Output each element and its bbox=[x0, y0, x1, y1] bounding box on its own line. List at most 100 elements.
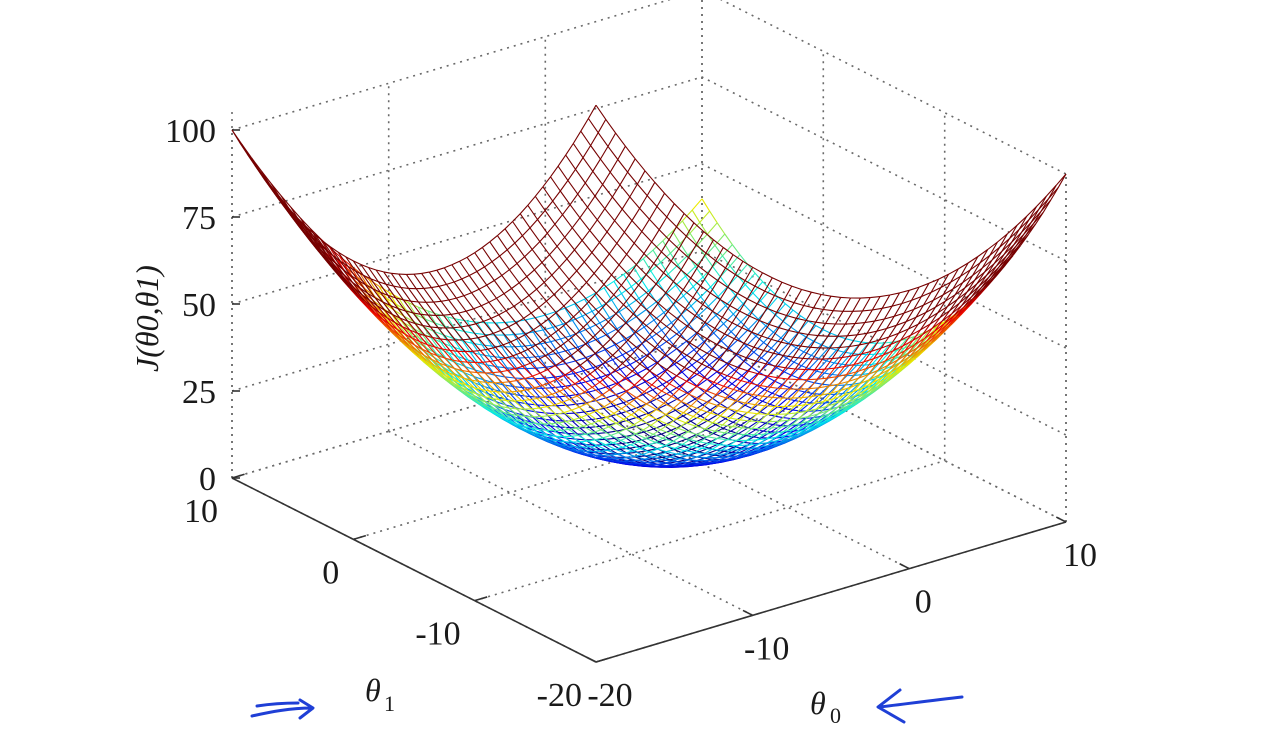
surface-mesh-segment bbox=[659, 369, 668, 378]
surface-mesh-segment bbox=[744, 394, 754, 404]
surface-mesh-segment bbox=[438, 283, 447, 287]
theta0-tick-label: -20 bbox=[587, 677, 632, 714]
surface-mesh-segment bbox=[715, 260, 726, 269]
surface-mesh-segment bbox=[609, 453, 618, 456]
surface-mesh-segment bbox=[618, 419, 629, 424]
surface-mesh-segment bbox=[749, 315, 760, 322]
surface-mesh-segment bbox=[922, 327, 933, 336]
surface-mesh-segment bbox=[695, 377, 705, 387]
surface-mesh-segment bbox=[631, 349, 641, 360]
surface-mesh-segment bbox=[700, 409, 711, 417]
surface-mesh-segment bbox=[665, 292, 676, 302]
surface-mesh-segment bbox=[812, 417, 821, 425]
surface-mesh-segment bbox=[558, 266, 570, 280]
surface-mesh-segment bbox=[730, 430, 739, 435]
surface-mesh-segment bbox=[583, 261, 595, 274]
surface-mesh-segment bbox=[442, 314, 454, 329]
surface-mesh-segment bbox=[825, 402, 836, 408]
grid-floor-theta0 bbox=[544, 383, 910, 570]
surface-mesh-segment bbox=[930, 287, 942, 293]
surface-mesh-segment bbox=[705, 252, 717, 262]
surface-mesh-segment bbox=[525, 409, 536, 413]
surface-mesh-segment bbox=[775, 431, 784, 438]
surface-mesh-segment bbox=[660, 391, 671, 398]
surface-mesh-segment bbox=[761, 324, 770, 337]
surface-mesh-segment bbox=[911, 286, 920, 301]
surface-mesh-segment bbox=[874, 353, 882, 355]
surface-mesh-segment bbox=[511, 282, 520, 289]
surface-mesh-segment bbox=[625, 428, 637, 435]
surface-mesh-segment bbox=[846, 364, 855, 375]
surface-mesh-segment bbox=[712, 255, 723, 268]
surface-mesh-segment bbox=[601, 253, 610, 265]
surface-mesh-segment bbox=[583, 367, 594, 372]
surface-mesh-segment bbox=[858, 332, 868, 346]
surface-mesh-segment bbox=[576, 261, 585, 272]
surface-mesh-segment bbox=[600, 329, 611, 340]
surface-mesh-segment bbox=[507, 370, 518, 381]
surface-mesh-segment bbox=[960, 269, 971, 277]
surface-mesh-segment bbox=[991, 250, 1003, 261]
surface-mesh-segment bbox=[417, 301, 429, 316]
surface-mesh-segment bbox=[835, 399, 846, 404]
surface-mesh-segment bbox=[559, 190, 571, 206]
surface-mesh-segment bbox=[751, 421, 760, 429]
surface-mesh-segment bbox=[581, 416, 592, 425]
surface-mesh-segment bbox=[793, 289, 803, 303]
surface-mesh-segment bbox=[949, 299, 958, 311]
surface-mesh-segment bbox=[629, 196, 641, 209]
surface-mesh-segment bbox=[521, 387, 531, 397]
surface-mesh-segment bbox=[762, 395, 773, 398]
surface-mesh-segment bbox=[530, 312, 542, 325]
surface-mesh-segment bbox=[881, 341, 893, 354]
surface-mesh-segment bbox=[876, 318, 885, 332]
surface-mesh-segment bbox=[787, 378, 798, 381]
surface-mesh-segment bbox=[642, 249, 654, 260]
surface-mesh-segment bbox=[778, 315, 787, 328]
surface-mesh-segment bbox=[829, 336, 839, 349]
surface-mesh-segment bbox=[925, 306, 936, 313]
surface-mesh-segment bbox=[359, 287, 371, 301]
surface-mesh-segment bbox=[681, 209, 693, 222]
surface-mesh-segment bbox=[786, 405, 795, 415]
surface-mesh-segment bbox=[528, 399, 540, 409]
surface-mesh-segment bbox=[604, 208, 616, 222]
surface-mesh-segment bbox=[712, 266, 721, 278]
surface-mesh-segment bbox=[493, 274, 503, 281]
surface-mesh-segment bbox=[762, 272, 773, 279]
surface-mesh-segment bbox=[584, 450, 595, 456]
surface-mesh-segment bbox=[292, 212, 301, 222]
surface-mesh-segment bbox=[865, 358, 875, 370]
surface-mesh-segment bbox=[738, 439, 747, 446]
surface-mesh-segment bbox=[601, 305, 610, 318]
surface-mesh-segment bbox=[899, 353, 908, 364]
surface-mesh-segment bbox=[560, 339, 569, 347]
surface-mesh-segment bbox=[508, 269, 520, 284]
surface-mesh-segment bbox=[855, 387, 866, 397]
surface-mesh-segment bbox=[419, 341, 428, 346]
surface-mesh-segment bbox=[459, 256, 468, 262]
surface-mesh-segment bbox=[689, 342, 700, 350]
surface-mesh-segment bbox=[669, 456, 680, 460]
surface-mesh-segment bbox=[541, 384, 553, 395]
surface-mesh-segment bbox=[450, 314, 462, 328]
surface-mesh-segment bbox=[514, 235, 523, 244]
surface-mesh-segment bbox=[456, 375, 465, 379]
surface-mesh-segment bbox=[554, 311, 564, 325]
surface-mesh-segment bbox=[812, 419, 823, 425]
surface-mesh-segment bbox=[650, 401, 659, 410]
surface-mesh-segment bbox=[655, 402, 665, 410]
surface-mesh-segment bbox=[883, 350, 894, 356]
surface-mesh-segment bbox=[883, 305, 893, 320]
surface-mesh-segment bbox=[559, 387, 568, 392]
surface-mesh-segment bbox=[805, 403, 815, 412]
surface-mesh-segment bbox=[905, 309, 915, 322]
surface-mesh-segment bbox=[629, 347, 639, 357]
surface-mesh-segment bbox=[769, 420, 780, 423]
surface-mesh-segment bbox=[580, 130, 592, 146]
surface-mesh-segment bbox=[564, 374, 576, 385]
surface-mesh-segment bbox=[458, 381, 469, 392]
surface-mesh-segment bbox=[631, 220, 643, 232]
surface-mesh-segment bbox=[732, 426, 743, 429]
surface-mesh-segment bbox=[565, 437, 576, 440]
